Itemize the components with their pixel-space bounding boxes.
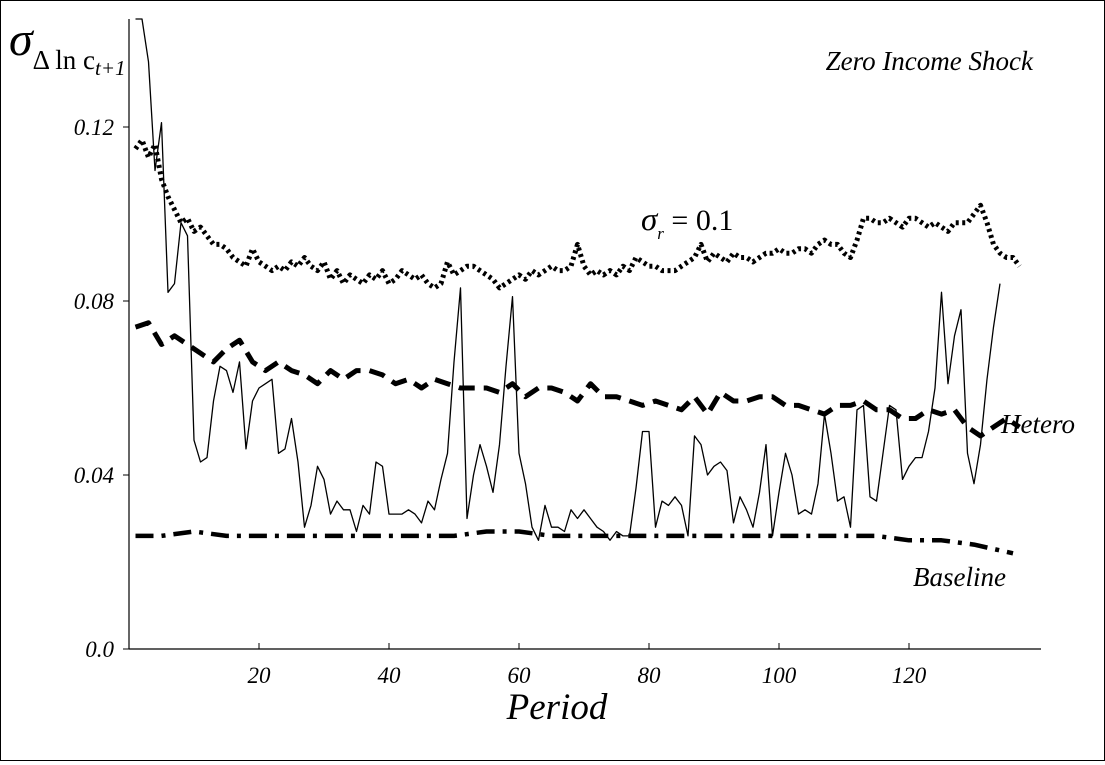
y-axis-label-sub-subscript: t+1 (95, 56, 126, 80)
x-ticks: 20 40 60 80 100 120 (248, 643, 927, 688)
y-ticks: 0.0 0.04 0.08 0.12 (74, 115, 129, 662)
annotation-baseline: Baseline (913, 562, 1006, 592)
annotation-sigma-r: σr = 0.1 (641, 202, 733, 243)
annotation-sigma-r-subscript: r (657, 224, 664, 243)
x-axis-label: Period (506, 687, 608, 728)
annotation-hetero: Hetero (1000, 409, 1075, 439)
x-tick-label: 40 (378, 663, 402, 688)
annotation-zero-income-shock: Zero Income Shock (826, 46, 1034, 76)
y-axis-label: σΔ ln ct+1 (9, 13, 126, 80)
series-line-hetero (134, 320, 1021, 439)
series-layer (133, 18, 1022, 556)
y-axis-label-symbol: σ (9, 13, 35, 66)
x-tick-label: 60 (508, 663, 532, 688)
y-tick-label: 0.12 (74, 115, 114, 140)
x-tick-label: 100 (762, 663, 797, 688)
y-tick-label: 0.08 (74, 289, 115, 314)
y-axis-label-subscript: Δ ln c (33, 45, 95, 75)
annotation-sigma-r-value: = 0.1 (664, 204, 733, 237)
annotation-sigma-r-symbol: σ (641, 202, 659, 238)
y-tick-label: 0.04 (74, 463, 114, 488)
x-tick-label: 20 (248, 663, 272, 688)
x-tick-label: 120 (892, 663, 927, 688)
series-line-sigma-r (133, 137, 1022, 291)
series-line-baseline (135, 529, 1014, 556)
x-tick-label: 80 (638, 663, 662, 688)
y-tick-label: 0.0 (85, 637, 114, 662)
series-line-zero-income-shock (135, 18, 1001, 541)
